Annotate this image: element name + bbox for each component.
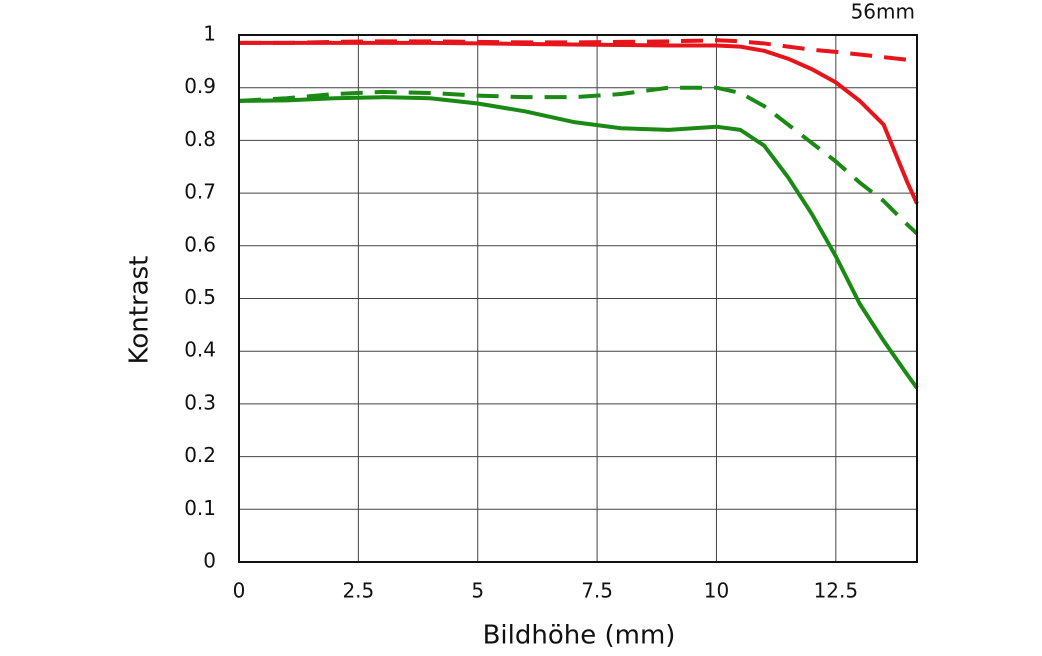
line-series <box>238 85 919 236</box>
line-series <box>238 95 919 390</box>
chart-title: 56mm <box>851 0 915 24</box>
x-axis-label: Bildhöhe (mm) <box>483 621 676 651</box>
x-tick-label: 7.5 <box>581 579 613 603</box>
y-axis-label: Kontrast <box>125 256 155 365</box>
y-tick-label: 0.3 <box>184 390 216 414</box>
x-tick-label: 10 <box>704 579 729 603</box>
x-tick-label: 2.5 <box>342 579 374 603</box>
y-tick-label: 0.9 <box>184 74 216 98</box>
y-tick-label: 0 <box>203 549 216 573</box>
y-tick-label: 0.5 <box>184 285 216 309</box>
y-tick-label: 0.7 <box>184 180 216 204</box>
y-tick-label: 0.6 <box>184 232 216 256</box>
y-tick-label: 0.8 <box>184 127 216 151</box>
y-tick-label: 0.4 <box>184 338 216 362</box>
line-series <box>239 38 918 63</box>
plot-frame <box>238 34 918 563</box>
y-tick-label: 0.1 <box>184 496 216 520</box>
y-tick-label: 1 <box>203 22 216 46</box>
x-tick-label: 0 <box>233 579 246 603</box>
x-tick-label: 12.5 <box>814 579 859 603</box>
x-tick-label: 5 <box>471 579 484 603</box>
y-tick-label: 0.2 <box>184 443 216 467</box>
